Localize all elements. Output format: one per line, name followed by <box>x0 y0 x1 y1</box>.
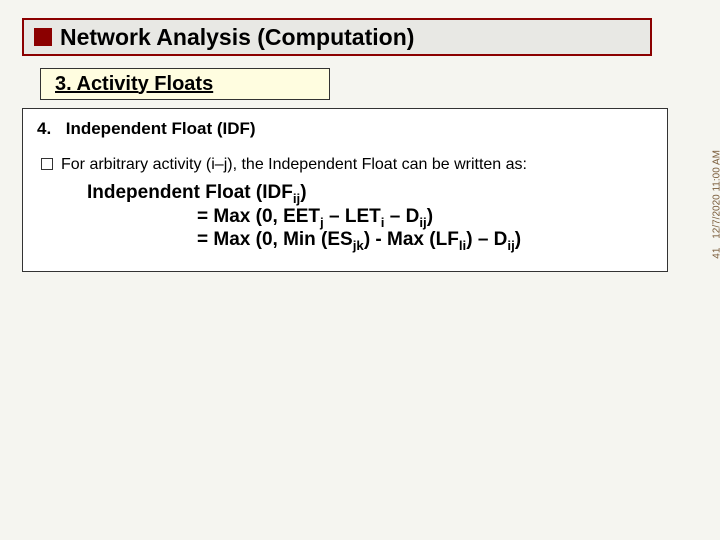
side-meta: 41 12/7/2020 11:00 AM <box>712 150 720 259</box>
page-number: 41 <box>712 248 720 259</box>
square-bullet-icon <box>41 158 53 170</box>
item-4-number: 4. <box>37 119 61 139</box>
bullet-text: For arbitrary activity (i–j), the Indepe… <box>61 155 527 176</box>
formula-line-2: = Max (0, EETj – LETi – Dij) <box>197 206 653 230</box>
formula-block: Independent Float (IDFij) = Max (0, EETj… <box>87 182 653 253</box>
item-4-label: Independent Float (IDF) <box>66 119 256 138</box>
page-title: Network Analysis (Computation) <box>60 24 414 51</box>
title-bar: Network Analysis (Computation) <box>22 18 652 56</box>
formula-line-3: = Max (0, Min (ESjk) - Max (LFli) – Dij) <box>197 229 653 253</box>
section-heading: 3. Activity Floats <box>55 73 213 96</box>
bullet-line: For arbitrary activity (i–j), the Indepe… <box>41 155 653 176</box>
timestamp: 12/7/2020 11:00 AM <box>712 150 720 239</box>
formula-line-1: Independent Float (IDFij) <box>87 182 653 206</box>
title-bullet-icon <box>34 28 52 46</box>
item-4-heading: 4. Independent Float (IDF) <box>37 119 653 139</box>
content-box: 4. Independent Float (IDF) For arbitrary… <box>22 108 668 272</box>
subtitle-bar: 3. Activity Floats <box>40 68 330 100</box>
